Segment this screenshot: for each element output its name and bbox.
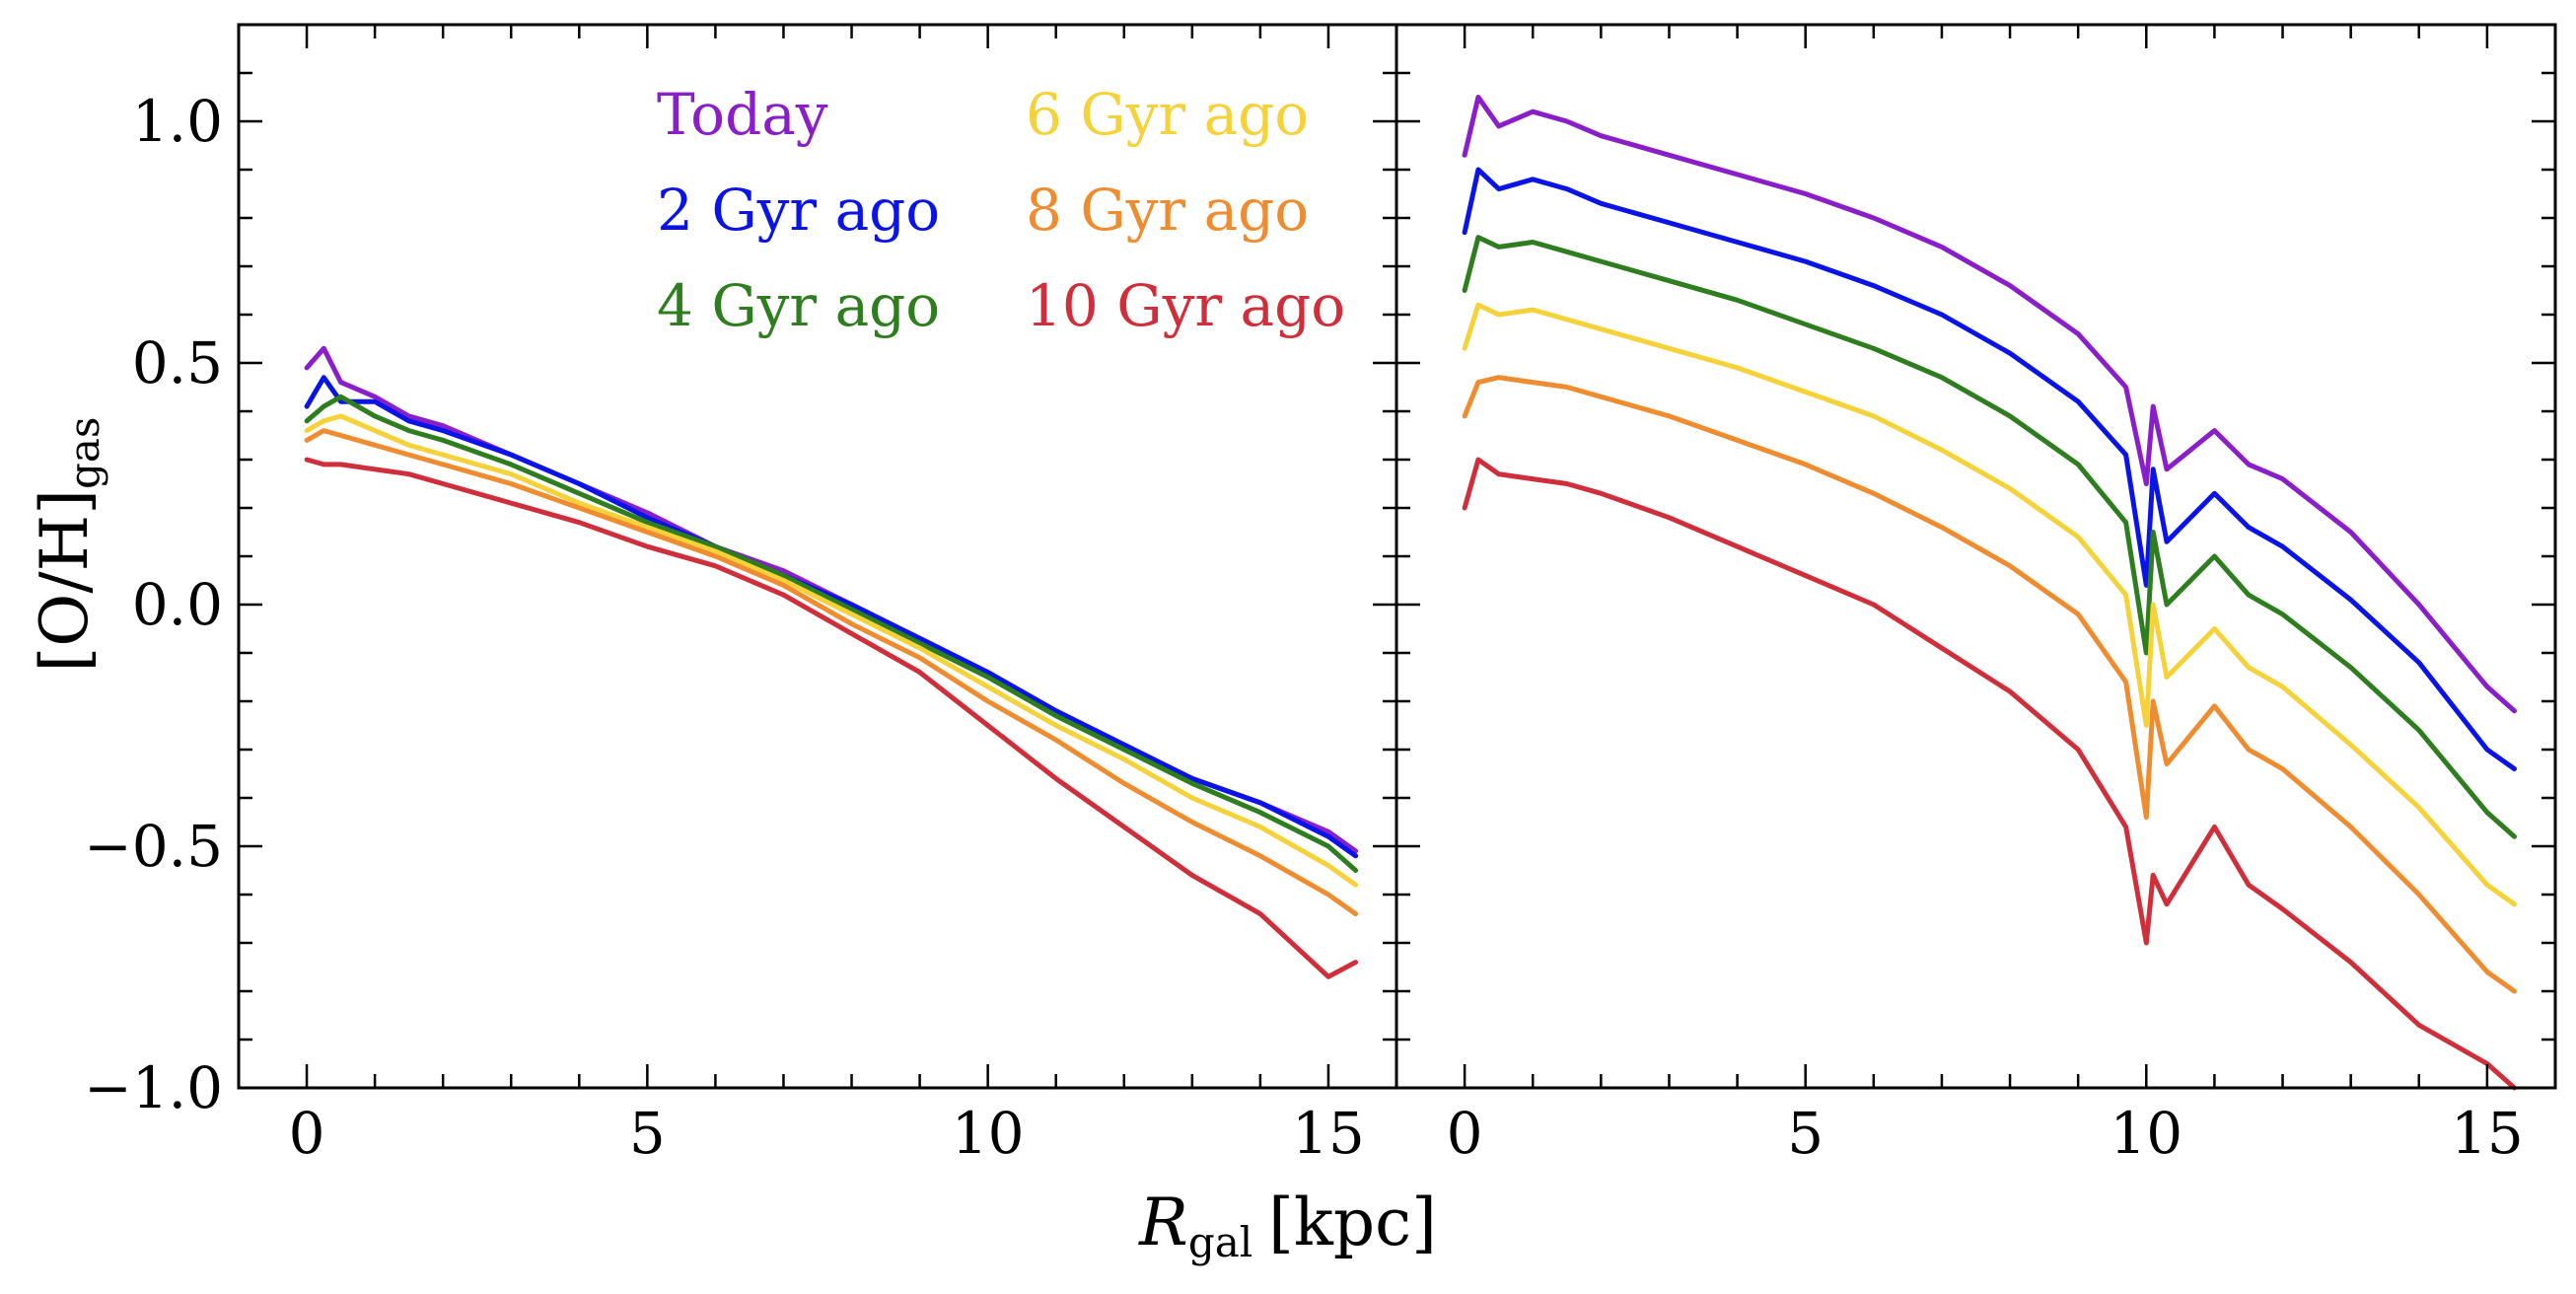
series-line-left-4 <box>304 428 1359 917</box>
series-line-left-5 <box>304 457 1359 979</box>
x-axis-label-unit: [kpc] <box>1268 1185 1437 1260</box>
y-axis-label: [O/H]gas <box>27 417 108 673</box>
x-axis-label-main: R <box>1138 1185 1188 1260</box>
x-tick-label-left: 10 <box>952 1100 1025 1167</box>
series-line-right-0 <box>1462 95 2517 714</box>
x-tick-label-right: 5 <box>1787 1100 1824 1167</box>
series-line-left-2 <box>304 394 1359 873</box>
x-axis-label: Rgal [kpc] <box>1138 1185 1437 1266</box>
panels-layer: 0 5 10 15 −1.0 −0.5 0.0 0.5 1.0 0 5 10 15 Today 2 Gyr … <box>84 23 2557 1167</box>
y-tick-label: −0.5 <box>84 813 223 880</box>
y-axis-label-main: [O/H] <box>27 489 103 672</box>
y-tick-label: 0.5 <box>132 329 223 396</box>
legend-entry: 6 Gyr ago <box>1026 81 1309 148</box>
x-axis-label-subscript: gal <box>1188 1218 1252 1266</box>
legend-entry: 4 Gyr ago <box>657 272 940 339</box>
legend-entry: 8 Gyr ago <box>1026 177 1309 244</box>
plot-frame-right <box>1395 23 2557 1090</box>
series-line-right-5 <box>1462 457 2517 1091</box>
series-line-right-3 <box>1462 302 2517 907</box>
y-tick-label: 1.0 <box>132 88 223 155</box>
x-tick-label-left: 5 <box>629 1100 666 1167</box>
y-axis-label-subscript: gas <box>60 417 108 489</box>
x-tick-label-left: 0 <box>289 1100 325 1167</box>
legend: Today 2 Gyr ago 4 Gyr ago 6 Gyr ago 8 Gyr ag… <box>657 81 1345 339</box>
x-tick-label-left: 15 <box>1292 1100 1365 1167</box>
series-line-left-3 <box>304 413 1359 888</box>
legend-entry: 2 Gyr ago <box>657 177 940 244</box>
x-tick-label-right: 10 <box>2110 1100 2182 1167</box>
series-line-right-1 <box>1462 167 2517 772</box>
legend-entry: Today <box>657 81 828 148</box>
series-line-right-2 <box>1462 235 2517 839</box>
panel-left: 0 5 10 15 −1.0 −0.5 0.0 0.5 1.0 <box>84 23 1398 1167</box>
y-tick-label: −1.0 <box>84 1054 223 1121</box>
series-line-right-4 <box>1462 375 2517 994</box>
y-tick-label: 0.0 <box>132 571 223 638</box>
panel-right: 0 5 10 15 <box>1395 23 2557 1167</box>
x-tick-label-right: 0 <box>1447 1100 1483 1167</box>
x-tick-label-right: 15 <box>2451 1100 2524 1167</box>
legend-entry: 10 Gyr ago <box>1026 272 1345 339</box>
